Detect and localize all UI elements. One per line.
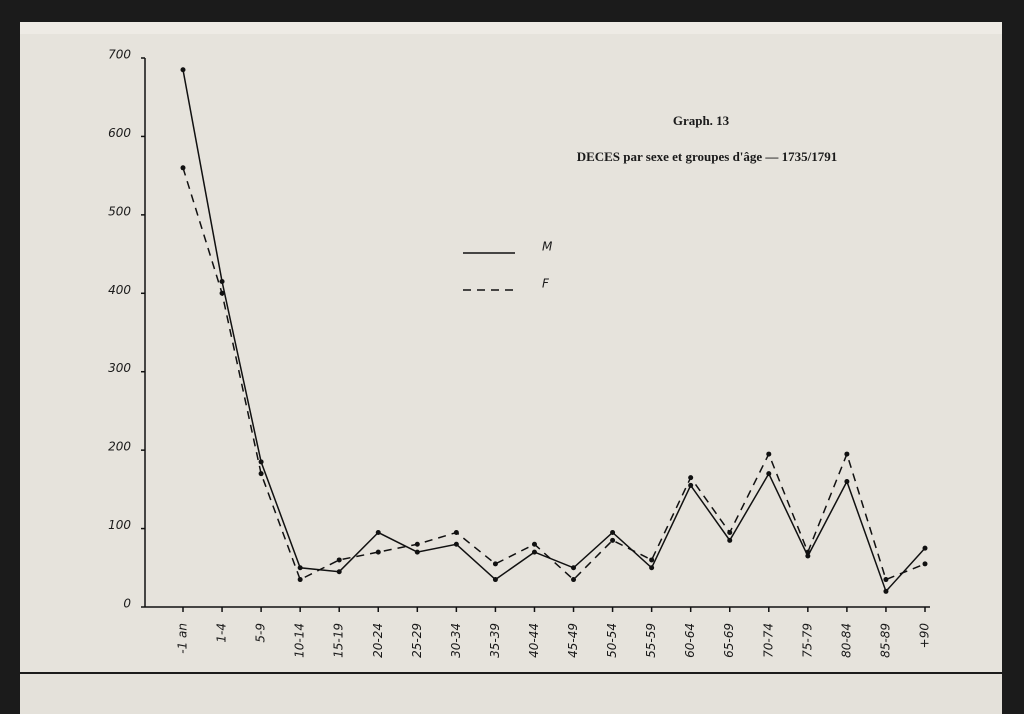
x-tick-label: 35-39 [488,623,502,658]
point [414,549,420,555]
line-series [182,167,926,581]
x-tick-label: 65-69 [722,623,736,658]
y-tick-label: 500 [108,204,131,218]
legend-label: M [542,240,553,254]
point [375,529,381,535]
x-tick-label: 85-89 [878,623,892,658]
point [492,577,498,583]
point [180,67,186,73]
point [688,482,694,488]
x-tick-label: 30-34 [449,623,463,658]
point [336,569,342,575]
y-tick-label: 200 [108,440,131,454]
x-tick-label: 10-14 [293,623,307,658]
next-page [20,674,1002,714]
y-tick-label: 400 [108,283,131,297]
point [297,577,303,583]
x-tick-label: 45-49 [566,623,580,658]
point [610,529,616,535]
x-tick-label: 25-29 [410,623,424,658]
point [610,537,616,543]
chart-title: Graph. 13 [673,113,730,128]
point [492,561,498,567]
point [180,165,186,171]
point [649,565,655,571]
x-tick-label: 40-44 [527,623,541,658]
point [453,529,459,535]
x-tick-label: -1 an [176,623,190,654]
point [844,479,850,485]
x-tick-label: 1-4 [215,623,229,643]
point [414,541,420,547]
point [922,545,928,551]
point [688,475,694,481]
point [844,451,850,457]
chart-subtitle: DECES par sexe et groupes d'âge — 1735/1… [577,149,838,164]
point [571,565,577,571]
y-tick-label: 300 [108,361,131,375]
point [649,557,655,563]
point [531,541,537,547]
x-tick-label: 50-54 [605,623,619,658]
x-tick-label: 5-9 [254,623,268,643]
point [922,561,928,567]
page-edge [20,22,1002,34]
point [883,577,889,583]
y-tick-label: 600 [108,126,131,140]
point [727,529,733,535]
y-tick-label: 700 [108,48,131,62]
x-tick-label: 15-19 [332,623,346,658]
point [571,577,577,583]
paper-page [20,22,1002,672]
x-tick-label: 75-79 [800,623,814,658]
point [531,549,537,555]
point [805,553,811,559]
point [453,541,459,547]
point [258,471,264,477]
x-tick-label: 80-84 [839,623,853,658]
point [219,279,225,285]
point [258,459,264,465]
point [297,565,303,571]
point [883,588,889,594]
y-tick-label: 100 [108,518,131,532]
point [375,549,381,555]
x-tick-label: 70-74 [761,623,775,658]
x-tick-label: 55-59 [644,623,658,658]
point [219,290,225,296]
x-tick-label: 20-24 [371,623,385,658]
y-tick-label: 0 [123,597,131,611]
point [766,451,772,457]
x-tick-label: +90 [918,623,932,649]
x-tick-label: 60-64 [683,623,697,658]
legend-label: F [542,277,550,291]
line-series [182,69,926,593]
point [727,537,733,543]
point [805,549,811,555]
point [336,557,342,563]
point [766,471,772,477]
